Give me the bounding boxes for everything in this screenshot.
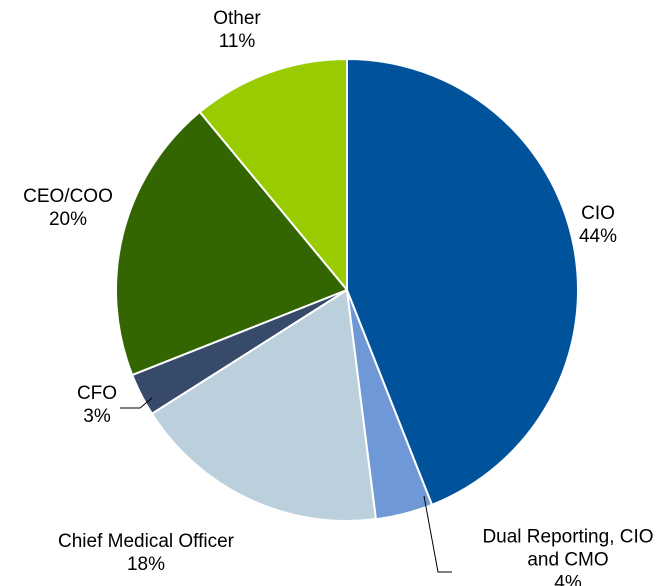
value-label: 20%: [48, 209, 88, 230]
leader-line: [120, 397, 153, 409]
category-name: Chief Medical Officer: [58, 531, 234, 552]
slice-label: Dual Reporting, CIO and CMO 4%: [468, 526, 666, 586]
category-name: CFO: [76, 383, 118, 404]
value-label: 11%: [218, 31, 256, 52]
slice-label: Chief Medical Officer 18%: [36, 530, 256, 576]
slice-label: CEO/COO 20%: [13, 185, 123, 231]
value-label: 44%: [578, 226, 618, 247]
slice-label: CFO 3%: [67, 382, 127, 428]
pie-slice: [150, 288, 378, 522]
slice-label: CIO 44%: [568, 202, 628, 248]
slice-label: Other 11%: [197, 7, 277, 53]
pie-slice: [198, 57, 348, 293]
leader-line: [423, 495, 452, 573]
pie-slice: [115, 110, 349, 377]
pie-slice: [346, 57, 579, 507]
value-label: 3%: [83, 406, 111, 427]
category-name: Dual Reporting, CIO and CMO: [482, 526, 654, 571]
category-name: CEO/COO: [23, 186, 113, 207]
category-name: CIO: [581, 203, 615, 224]
value-label: 4%: [554, 572, 582, 586]
category-name: Other: [213, 8, 261, 29]
value-label: 18%: [126, 554, 166, 575]
